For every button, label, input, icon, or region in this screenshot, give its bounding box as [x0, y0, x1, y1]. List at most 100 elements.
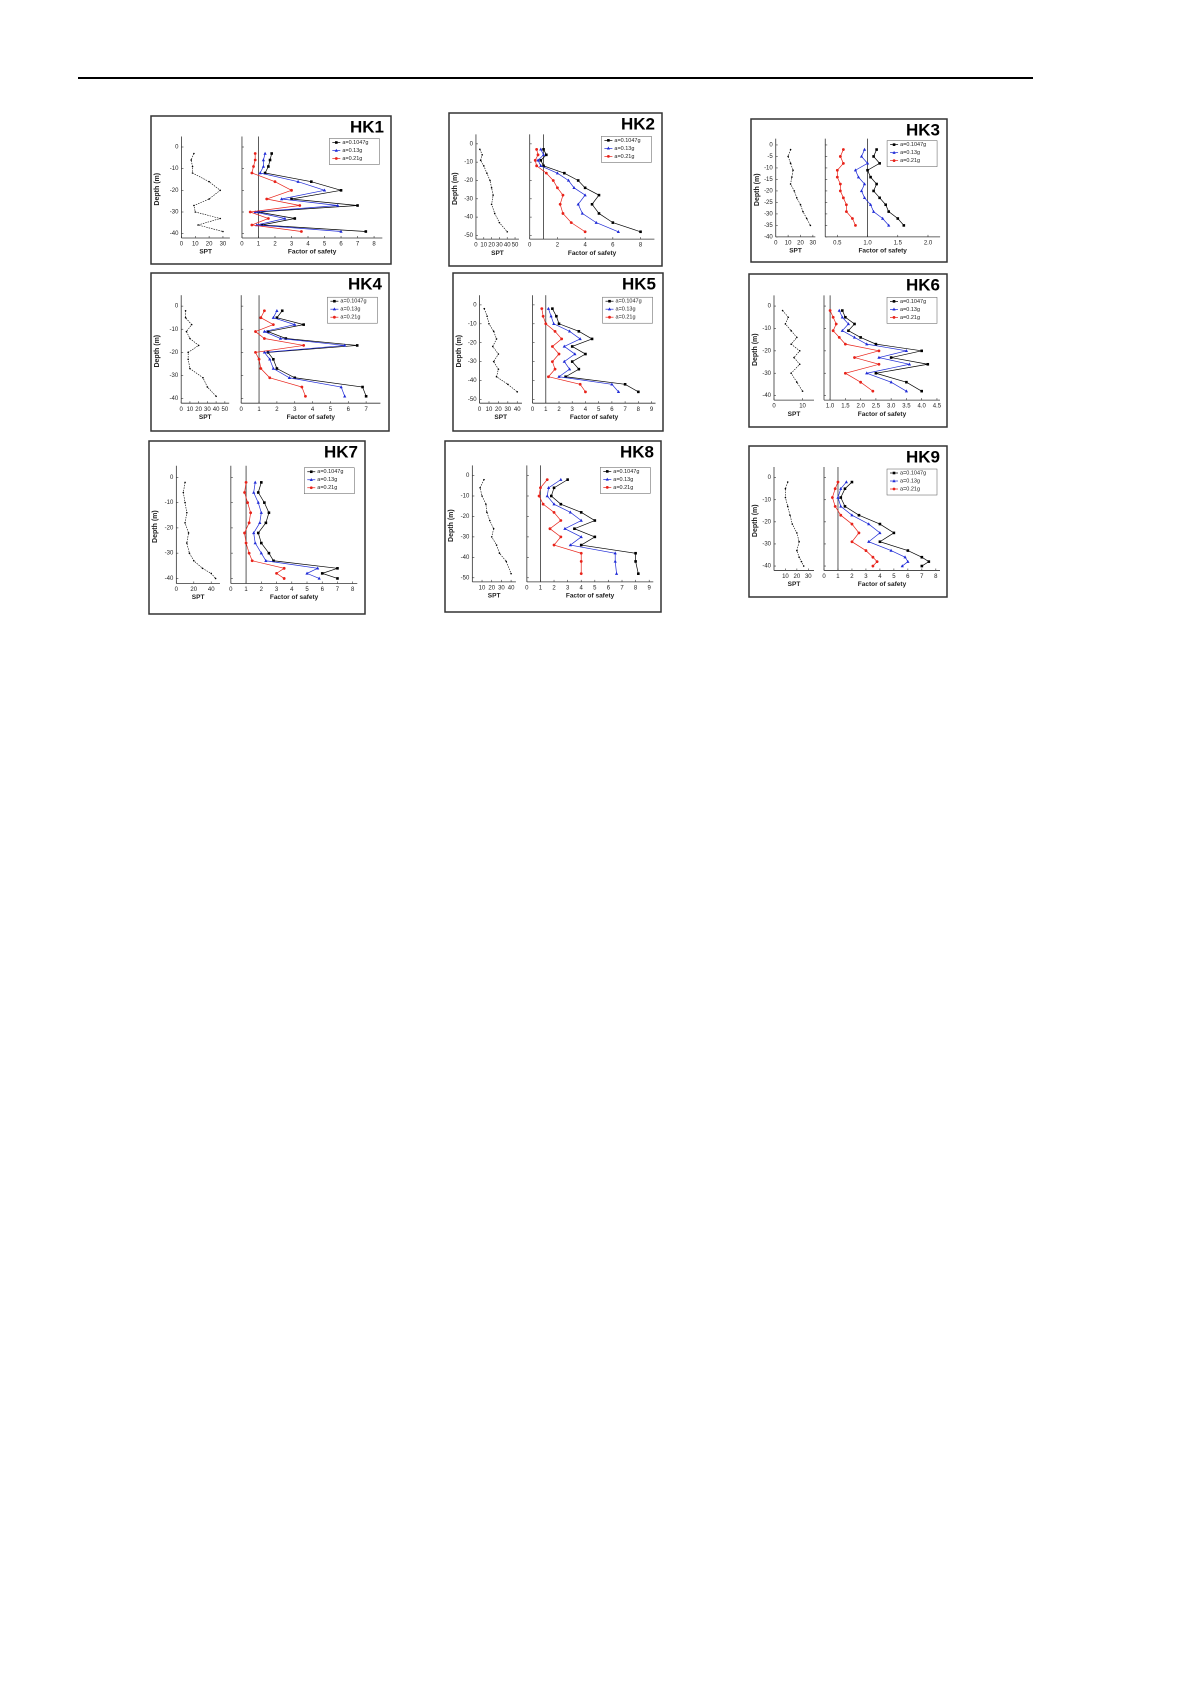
legend-marker [335, 141, 338, 144]
x-tick-label: 4 [878, 574, 882, 580]
marker [248, 210, 252, 214]
spt-point [801, 390, 804, 392]
spt-point [781, 309, 784, 312]
y-tick-label: 0 [473, 302, 477, 308]
marker [552, 486, 556, 490]
marker [844, 203, 848, 207]
legend-marker [606, 146, 610, 150]
marker [290, 188, 293, 192]
marker [567, 329, 572, 333]
spt-point [495, 544, 498, 546]
spt-point [192, 559, 195, 562]
y-tick-label: 0 [175, 304, 179, 310]
marker [533, 158, 537, 162]
spt-point [486, 172, 488, 174]
marker [841, 309, 844, 312]
spt-point [182, 491, 185, 494]
y-tick-label: -10 [468, 321, 477, 327]
marker [253, 541, 257, 545]
spt-point [492, 330, 495, 333]
marker [266, 330, 270, 333]
marker [258, 521, 262, 525]
spt-point [784, 323, 787, 325]
y-tick-label: -30 [165, 551, 174, 557]
marker [279, 197, 284, 201]
y-tick-label: -10 [464, 160, 473, 166]
marker [568, 510, 572, 514]
marker [555, 314, 558, 318]
spt-point [219, 189, 221, 192]
marker [920, 389, 923, 393]
marker [541, 314, 545, 318]
marker [839, 513, 843, 517]
x-tick-label: 30 [498, 585, 505, 591]
x-axis-label: Factor of safety [858, 248, 907, 255]
legend-marker [605, 486, 609, 489]
fos-line [550, 479, 639, 574]
x-tick-label: 40 [208, 587, 215, 593]
marker [579, 535, 583, 539]
marker [904, 349, 909, 353]
y-axis-label: Depth (m) [452, 172, 459, 205]
marker [871, 389, 875, 393]
y-tick-label: -20 [762, 348, 771, 354]
spt-point [185, 330, 188, 333]
y-tick-label: -20 [170, 188, 179, 194]
spt-point [184, 522, 186, 524]
spt-line [782, 310, 803, 392]
x-tick-label: 0 [229, 587, 233, 593]
header-rule [78, 77, 1033, 79]
spt-line [479, 479, 512, 574]
y-tick-label: -40 [170, 231, 179, 237]
spt-point [485, 503, 487, 505]
marker [844, 210, 848, 214]
marker [558, 202, 562, 206]
marker [566, 478, 569, 481]
marker [545, 494, 549, 498]
spt-point [215, 395, 217, 398]
marker [271, 315, 275, 319]
y-tick-label: -30 [461, 534, 470, 540]
x-tick-label: 8 [634, 585, 638, 591]
spt-point [492, 527, 495, 530]
spt-line [787, 149, 811, 226]
marker [920, 555, 924, 559]
fos-line [842, 310, 928, 392]
spt-point [193, 152, 195, 155]
legend-label: a=0.1047g [342, 140, 368, 146]
spt-line [479, 149, 508, 232]
marker [833, 487, 837, 491]
marker [887, 223, 891, 227]
chart-panel: HK9 Depth (m) 0 -10 -20 -30 -40 10 20 30 SPT 0 1 2 3 4 5… [748, 445, 948, 598]
spt-point [190, 159, 192, 161]
panel-border [748, 273, 948, 428]
marker [616, 229, 620, 233]
spt-point [792, 169, 794, 172]
legend-label: a=0.1047g [900, 299, 926, 305]
y-tick-label: -5 [767, 154, 773, 160]
spt-point [479, 159, 482, 162]
panel-border [150, 272, 390, 432]
marker [871, 555, 875, 559]
spt-point [510, 572, 512, 575]
marker [284, 337, 288, 340]
marker [544, 322, 548, 326]
panel-border [444, 440, 662, 613]
marker [550, 360, 554, 363]
marker [875, 182, 878, 186]
marker [851, 217, 854, 220]
spt-point [800, 560, 803, 563]
marker [557, 322, 561, 326]
marker [868, 202, 873, 206]
marker [259, 551, 263, 555]
marker [892, 531, 896, 535]
x-tick-label: 6 [610, 407, 614, 413]
y-tick-label: -40 [165, 576, 174, 582]
y-tick-label: -25 [764, 200, 773, 206]
marker [837, 336, 841, 339]
marker [831, 315, 835, 319]
marker [336, 567, 339, 570]
marker [559, 535, 563, 539]
marker [570, 345, 574, 348]
